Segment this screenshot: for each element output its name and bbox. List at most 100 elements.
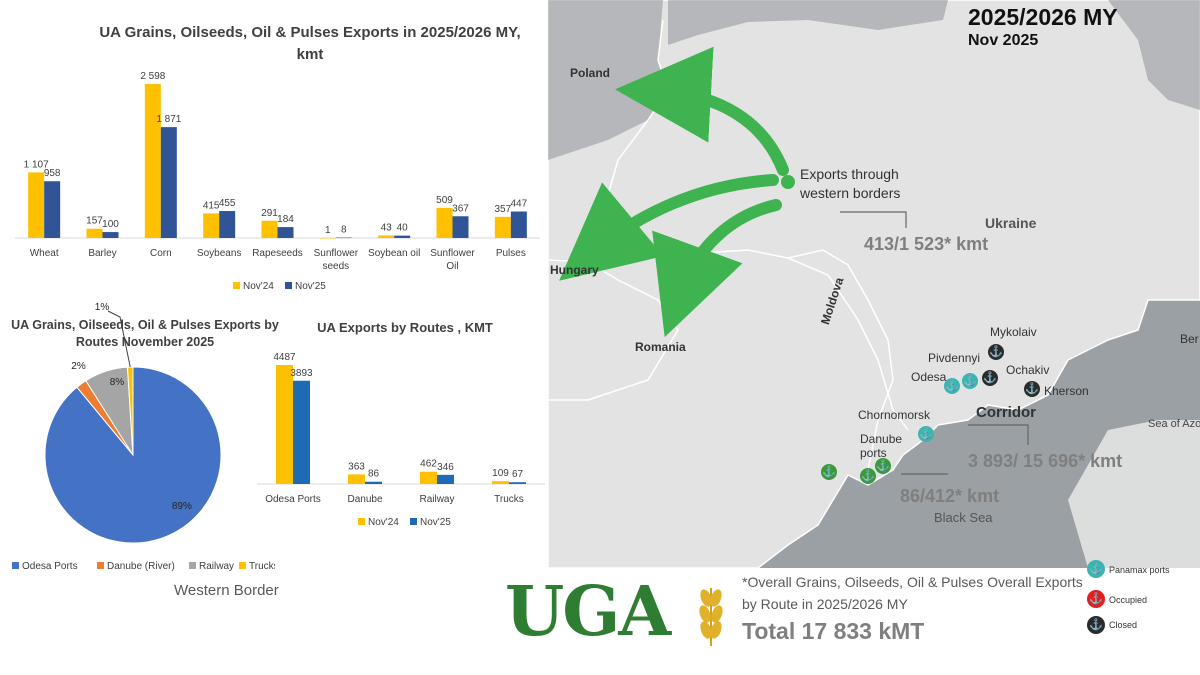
port-legend: ⚓ Panamax ports ⚓ Occupied ⚓ Closed [1085, 560, 1200, 640]
chart1-category-label: Sunflower [314, 248, 359, 259]
chart2-legend-swatch [239, 562, 246, 569]
chart1-data-label: 291 [261, 208, 278, 219]
chart1-bar [335, 237, 352, 239]
port-ochakiv-icon[interactable]: ⚓ [982, 370, 998, 386]
chart2-legend-swatch [97, 562, 104, 569]
port-danube-3-icon[interactable]: ⚓ [875, 458, 891, 474]
chart1-legend-label: Nov'25 [295, 281, 326, 292]
chart1-legend-label: Nov'24 [243, 281, 274, 292]
chart1-data-label: 100 [102, 219, 119, 230]
chart2-legend-label: Danube (River) [107, 561, 175, 572]
chart3-category-label: Danube [347, 494, 382, 505]
footer-note-line1: *Overall Grains, Oilseeds, Oil & Pulses … [742, 574, 1083, 590]
chart2-leader-line [107, 310, 131, 368]
port-danube-1-icon[interactable]: ⚓ [821, 464, 837, 480]
chart1-data-label: 455 [219, 198, 236, 209]
chart1-category-label: Sunflower [430, 248, 475, 259]
chart1-data-label: 157 [86, 216, 103, 227]
label-sea-of-azov: Sea of Azo [1148, 418, 1200, 430]
chart3-bar [348, 474, 365, 484]
chart3-legend-label: Nov'25 [420, 517, 451, 528]
map-header-title: 2025/2026 MY [968, 4, 1118, 30]
chart3-data-label: 4487 [273, 352, 296, 363]
uga-logo: UGA [505, 572, 737, 652]
corridor-leader-line [968, 424, 1029, 445]
chart2-legend-label: Odesa Ports [22, 561, 78, 572]
port-chornomorsk-icon[interactable]: ⚓ [918, 426, 934, 442]
chart3-bar [509, 482, 526, 484]
chart1-bar [102, 232, 119, 238]
arrow-to-romania [652, 199, 782, 338]
western-leader-line [840, 211, 907, 228]
moldova-border [787, 249, 894, 471]
port-mykolaiv-icon[interactable]: ⚓ [988, 344, 1004, 360]
chart1-bar [378, 235, 395, 238]
port-kherson-icon[interactable]: ⚓ [1024, 381, 1040, 397]
western-label-line2: western borders [800, 185, 901, 201]
chart1-data-label: 447 [510, 199, 527, 210]
chart1-bar [394, 235, 411, 238]
label-ukraine: Ukraine [985, 215, 1037, 231]
chart1-title: UA Grains, Oilseeds, Oil & Pulses Export… [99, 24, 521, 63]
chart2-legend-swatch [12, 562, 19, 569]
chart1-data-label: 367 [452, 203, 469, 214]
chart3-legend-swatch [358, 518, 365, 525]
chart3-bar [293, 380, 310, 484]
chart3-bar [492, 481, 509, 484]
label-poland: Poland [570, 66, 611, 80]
chart3-category-label: Trucks [494, 494, 524, 505]
corridor-value: 3 893/ 15 696* kmt [968, 451, 1123, 471]
label-danube-ports-line1: Danube [860, 432, 903, 446]
arrow-to-poland [615, 46, 789, 176]
port-danube-2-icon[interactable]: ⚓ [860, 468, 876, 484]
chart1-bar [203, 213, 220, 238]
chart1-bar [436, 207, 453, 238]
label-mykolaiv: Mykolaiv [990, 325, 1037, 339]
chart1-data-label: 1 [325, 225, 331, 236]
chart2-slice-label: 1% [95, 302, 110, 313]
label-pivdennyi: Pivdennyi [928, 351, 981, 365]
legend-closed-icon: ⚓ [1087, 616, 1105, 634]
chart3-bar [420, 471, 437, 484]
chart3-category-label: Odesa Ports [265, 494, 321, 505]
chart3-data-label: 3893 [290, 368, 313, 379]
chart1-bar [44, 181, 61, 238]
chart1-data-label: 357 [494, 204, 511, 215]
chart3-bar [276, 364, 293, 484]
chart3-data-label: 67 [512, 469, 524, 480]
chart1-bar [494, 216, 511, 238]
chart3-data-label: 346 [437, 462, 454, 473]
chart3-legend-swatch [410, 518, 417, 525]
chart2-slice-label: 8% [110, 377, 125, 388]
western-label-line1: Exports through [800, 166, 899, 182]
legend-panamax-icon: ⚓ [1087, 560, 1105, 578]
chart2-slice-label: 89% [172, 501, 192, 512]
port-pivdennyi-icon[interactable]: ⚓ [962, 373, 978, 389]
chart1-bar [28, 172, 45, 238]
chart3-data-label: 363 [348, 461, 365, 472]
footer-note-line2: by Route in 2025/2026 MY [742, 596, 908, 612]
chart1-legend-swatch [233, 282, 240, 289]
chart1-data-label: 43 [381, 222, 393, 233]
wheat-ear-icon [699, 588, 723, 646]
port-odesa-icon[interactable]: ⚓ [944, 378, 960, 394]
chart1-category-label: Pulses [496, 248, 526, 259]
chart3-title: UA Exports by Routes , KMT [317, 320, 493, 335]
chart1-data-label: 958 [44, 168, 61, 179]
chart1-data-label: 2 598 [140, 71, 165, 82]
legend-occupied-icon: ⚓ [1087, 590, 1105, 608]
chart1-category-label: Oil [446, 261, 458, 272]
chart3-category-label: Railway [419, 494, 454, 505]
arrow-to-hungary [559, 174, 779, 281]
chart1-bar [452, 216, 469, 238]
chart1-bar [261, 220, 278, 238]
chart1-data-label: 184 [277, 214, 294, 225]
chart3-data-label: 109 [492, 468, 509, 479]
chart1-data-label: 8 [341, 225, 347, 236]
danube-value: 86/412* kmt [900, 486, 1000, 506]
western-value: 413/1 523* kmt [864, 234, 989, 254]
export-hub-dot [781, 175, 795, 189]
legend-closed-label: Closed [1109, 620, 1138, 630]
russia-region [1108, 0, 1200, 110]
